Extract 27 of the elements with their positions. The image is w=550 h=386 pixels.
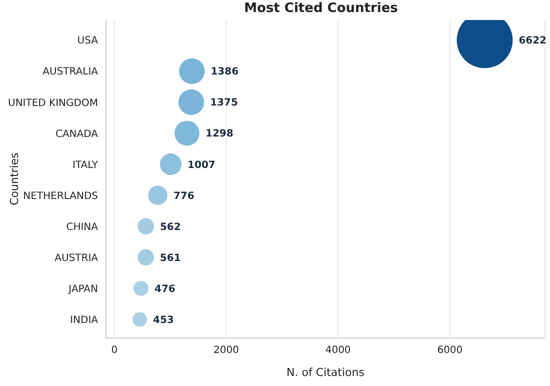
x-axis-title: N. of Citations — [286, 366, 365, 379]
y-tick-label: CANADA — [55, 128, 98, 140]
data-label: 1298 — [205, 128, 234, 140]
x-tick-label: 0 — [111, 345, 118, 356]
data-label: 453 — [153, 314, 174, 326]
data-label: 561 — [160, 252, 181, 264]
data-label: 562 — [160, 222, 181, 233]
x-tick-label: 6000 — [437, 345, 463, 356]
y-tick-label: USA — [77, 36, 98, 47]
y-tick-label: CHINA — [66, 222, 98, 233]
data-label: 1375 — [210, 98, 238, 109]
data-label: 476 — [154, 284, 176, 295]
y-axis-title: Countries — [8, 152, 21, 206]
y-tick-label: NETHERLANDS — [23, 190, 98, 202]
y-tick-label: JAPAN — [68, 284, 98, 295]
data-label: 6622 — [518, 36, 547, 47]
y-tick-label: AUSTRALIA — [42, 66, 98, 78]
y-tick-label: UNITED KINGDOM — [8, 98, 98, 109]
data-label: 1007 — [188, 160, 216, 171]
y-tick-label: ITALY — [72, 160, 99, 171]
data-label: 1386 — [210, 66, 239, 78]
x-tick-label: 2000 — [214, 345, 239, 356]
y-tick-label: AUSTRIA — [54, 252, 98, 264]
data-label: 776 — [173, 190, 194, 202]
chart-title: Most Cited Countries — [243, 1, 399, 16]
y-tick-label: INDIA — [70, 314, 98, 326]
x-tick-label: 4000 — [325, 345, 351, 356]
